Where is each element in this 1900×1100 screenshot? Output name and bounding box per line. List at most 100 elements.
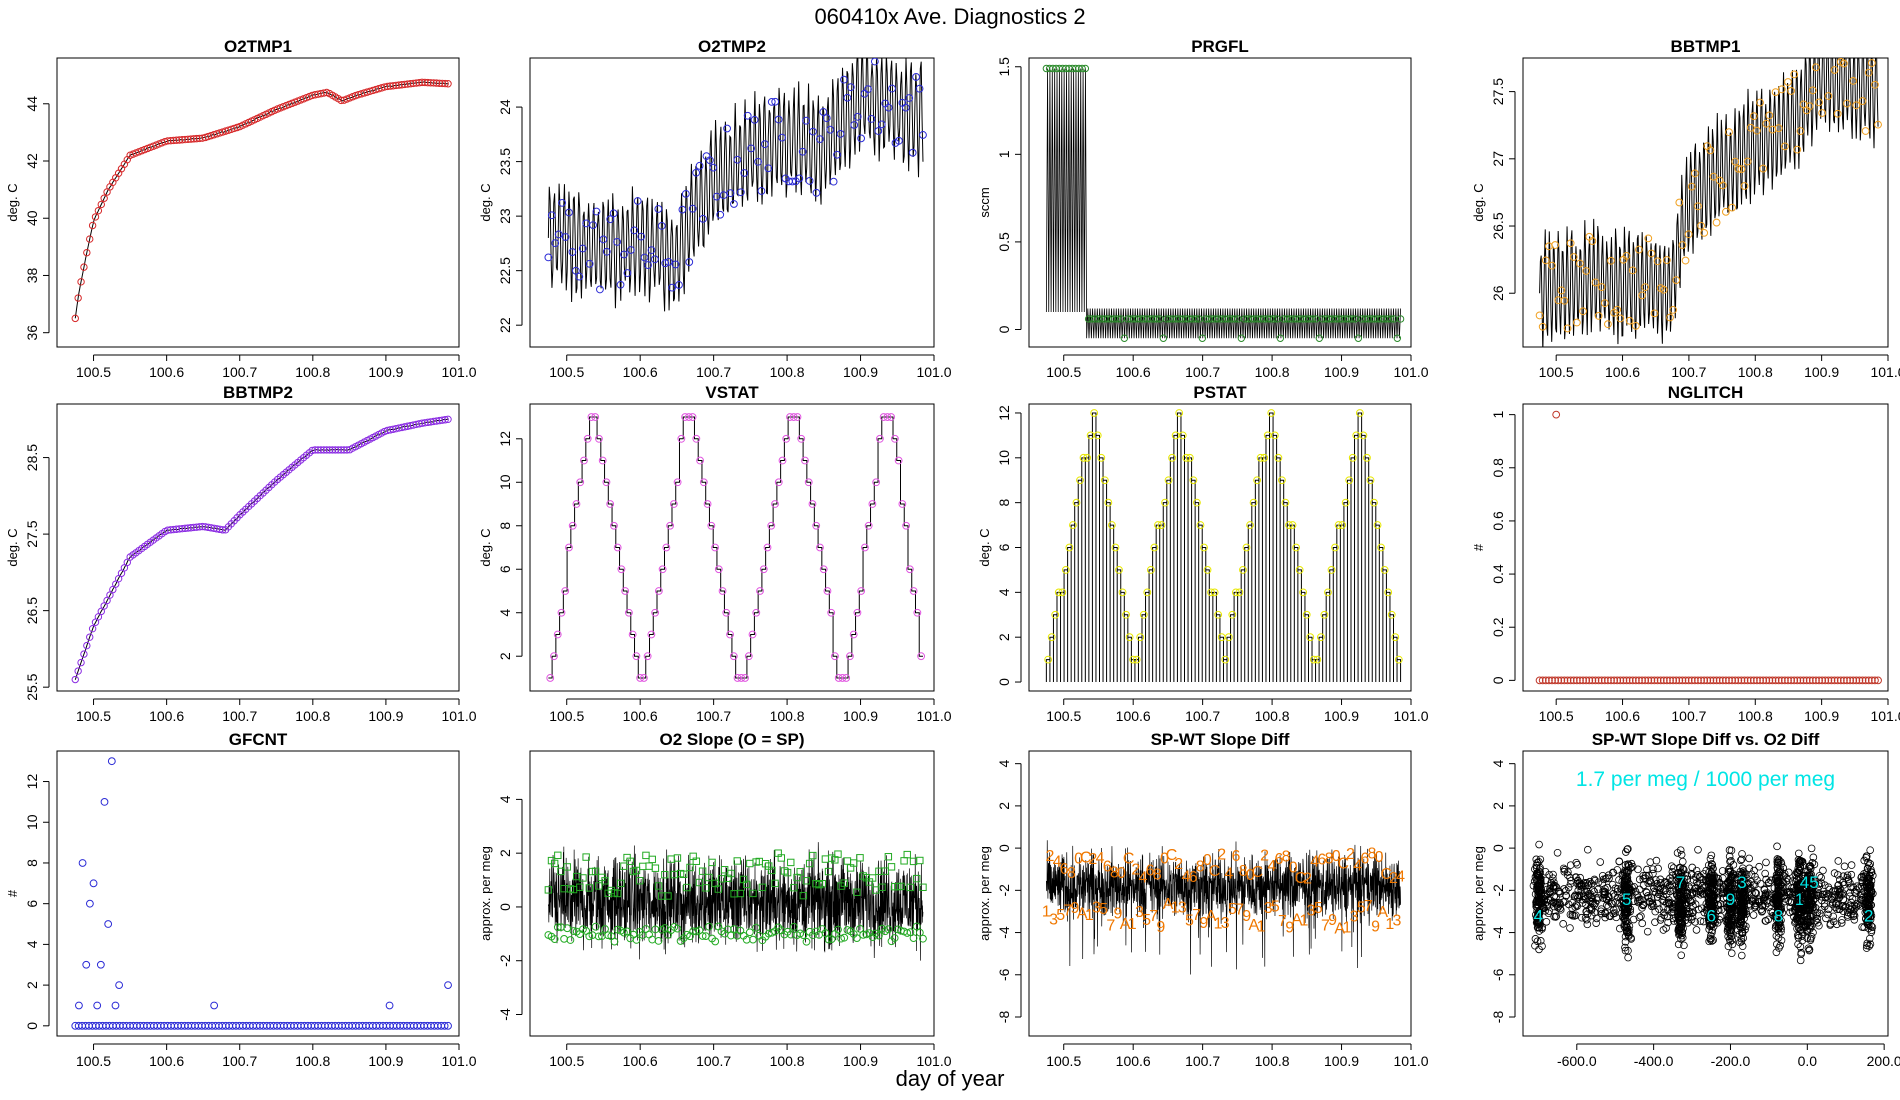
data-point: [1655, 890, 1663, 898]
data-point: [1377, 543, 1385, 552]
data-point: [1551, 913, 1560, 921]
y-tick-label: 1.5: [996, 57, 1012, 77]
data-point: [1694, 202, 1702, 211]
data-point: [1316, 633, 1325, 642]
data-point: [1638, 291, 1646, 300]
y-tick-label: 1: [1490, 411, 1506, 419]
data-label: 7: [1364, 898, 1373, 915]
x-tick-label: 100.5: [1046, 708, 1081, 724]
series-line: [74, 418, 449, 680]
data-point: [1566, 676, 1575, 685]
data-point: [1829, 912, 1837, 921]
data-point: [1764, 915, 1773, 924]
data-point: [1537, 884, 1545, 892]
data-point: [1787, 87, 1796, 95]
data-point: [675, 281, 683, 289]
data-point: [554, 230, 563, 239]
data-point: [1616, 924, 1624, 933]
data-point: [1707, 860, 1716, 868]
data-point: [328, 446, 337, 454]
data-point: [1846, 676, 1854, 685]
data-label: 4: [1139, 870, 1148, 887]
data-point: [187, 135, 195, 143]
data-point: [418, 419, 426, 427]
data-point: [334, 446, 342, 454]
data-point: [1828, 33, 1835, 40]
x-tick-label: 100.5: [1046, 364, 1081, 380]
data-point: [1620, 903, 1629, 912]
data-point: [1224, 633, 1233, 642]
data-point: [444, 1021, 452, 1030]
data-point: [1687, 676, 1696, 685]
data-point: [905, 565, 914, 574]
data-point: [1742, 922, 1750, 931]
x-tick-label: 100.9: [1804, 364, 1839, 380]
data-point: [708, 858, 716, 867]
data-point: [680, 870, 688, 879]
data-point: [840, 933, 849, 942]
data-point: [1784, 868, 1793, 877]
data-label: 8: [1325, 851, 1334, 868]
cluster-label: 6: [1707, 907, 1716, 926]
data-point: [1672, 676, 1681, 685]
plot-frame: [529, 403, 935, 692]
data-point: [1651, 907, 1660, 916]
data-point: [1604, 320, 1612, 329]
data-point: [705, 922, 713, 931]
data-point: [97, 200, 105, 209]
data-point: [818, 880, 826, 888]
y-tick-label: 12: [497, 431, 513, 447]
y-tick-label: 10: [996, 450, 1012, 466]
data-point: [383, 82, 392, 91]
data-point: [1090, 409, 1099, 417]
data-point: [424, 78, 432, 87]
data-point: [100, 797, 109, 806]
data-point: [587, 413, 596, 421]
data-point: [1602, 894, 1610, 903]
x-tick-label: 100.9: [1804, 708, 1839, 724]
data-point: [1728, 932, 1736, 940]
data-point: [412, 79, 420, 87]
series-line: [1046, 840, 1401, 975]
data-point: [1843, 908, 1852, 917]
data-point: [1812, 676, 1820, 685]
x-tick-label: 101.0: [916, 1053, 951, 1069]
data-point: [1799, 676, 1808, 685]
data-point: [1634, 893, 1643, 902]
data-point: [195, 134, 204, 143]
data-point: [74, 667, 82, 675]
data-point: [912, 874, 921, 883]
data-point: [1641, 676, 1650, 685]
data-point: [589, 221, 597, 230]
data-point: [1677, 850, 1686, 859]
data-label: 2: [1346, 846, 1355, 863]
data-point: [796, 868, 804, 876]
data-point: [1644, 676, 1653, 685]
data-point: [1777, 676, 1786, 685]
data-point: [1737, 951, 1746, 960]
data-point: [1843, 676, 1851, 685]
data-point: [1676, 873, 1684, 881]
data-point: [1718, 867, 1727, 875]
data-label: 5: [1314, 900, 1323, 917]
data-point: [1627, 863, 1635, 872]
data-point: [720, 866, 729, 874]
data-point: [192, 523, 201, 531]
data-point: [1840, 862, 1849, 871]
data-point: [1625, 676, 1634, 685]
plot-frame: [1522, 403, 1889, 692]
x-tick-label: 100.7: [696, 364, 731, 380]
data-point: [654, 882, 663, 890]
data-point: [1620, 908, 1629, 916]
data-point: [1610, 892, 1619, 900]
data-point: [743, 111, 752, 120]
data-point: [1867, 59, 1876, 67]
data-point: [1384, 588, 1393, 597]
data-point: [1192, 315, 1200, 323]
data-point: [905, 94, 914, 102]
series-line: [1539, 58, 1879, 347]
data-point: [1641, 871, 1650, 880]
data-point: [169, 136, 178, 145]
page-title: 060410x Ave. Diagnostics 2: [814, 4, 1086, 29]
data-point: [778, 133, 786, 142]
